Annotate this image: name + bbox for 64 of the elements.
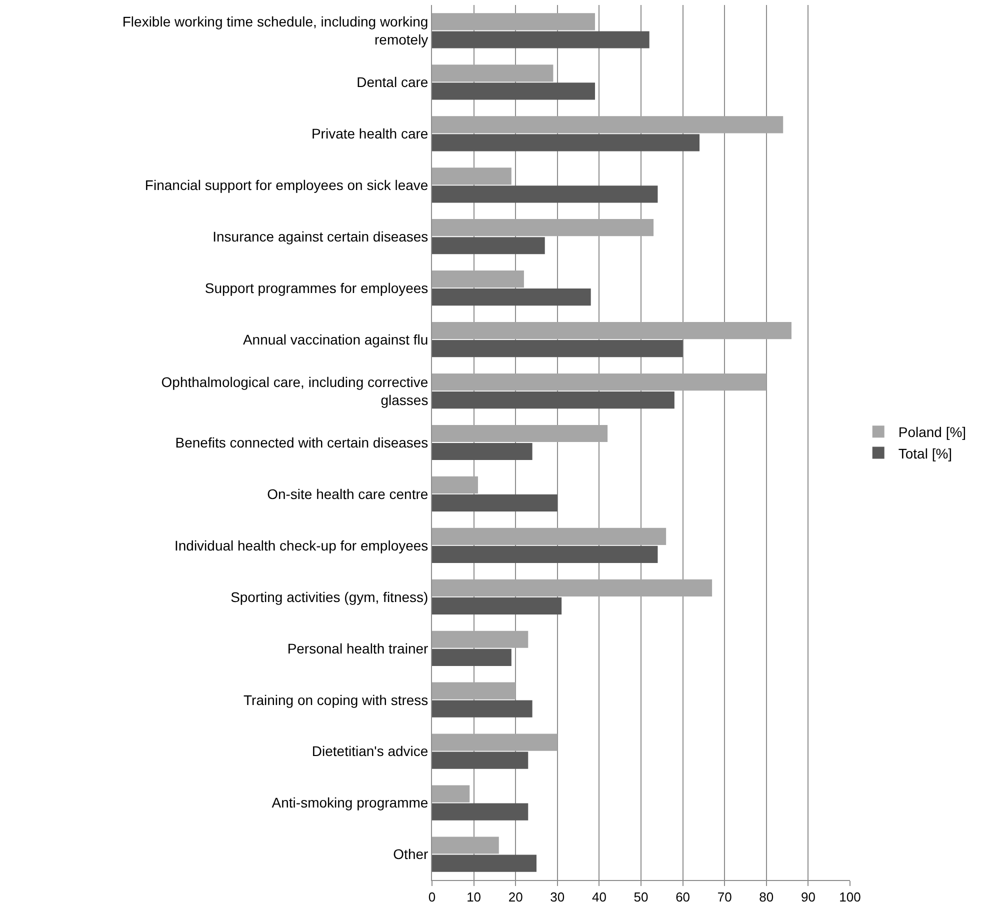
y-tick-label: Insurance against certain diseases [212, 228, 428, 245]
x-tick-label: 60 [676, 890, 690, 905]
bar [432, 682, 516, 700]
bar [432, 579, 712, 596]
legend-label: Poland [%] [898, 424, 966, 440]
bar [432, 546, 658, 564]
y-tick-label: Financial support for employees on sick leave [144, 177, 428, 194]
x-tick-label: 20 [508, 890, 523, 905]
bar [432, 734, 558, 751]
y-tick-label: Annual vaccination against flu [242, 331, 428, 348]
y-tick-label: Dietetitian's advice [312, 743, 428, 760]
bar [432, 528, 666, 545]
bar [432, 597, 562, 614]
y-tick-label: Flexible working time schedule, including working remotely [122, 14, 428, 48]
bar [432, 424, 608, 442]
bar [432, 700, 532, 718]
bar [432, 836, 499, 854]
bar [432, 752, 528, 769]
bar [432, 322, 792, 340]
bar [432, 476, 478, 494]
y-tick-label: Individual health check-up for employees [174, 537, 428, 554]
bar [432, 186, 658, 203]
x-tick-label: 40 [592, 890, 606, 905]
y-tick-label: Dental care [356, 74, 428, 90]
x-tick-label: 10 [466, 890, 482, 905]
bar [432, 785, 470, 802]
y-tick-label: Ophthalmological care, including corrective glasses [161, 374, 428, 408]
bar [432, 373, 766, 391]
x-tick-label: 80 [759, 890, 774, 905]
y-tick-label: Training on coping with stress [244, 692, 428, 708]
bar [432, 168, 512, 185]
bar [432, 134, 700, 152]
bar [432, 494, 558, 512]
bar [432, 270, 524, 288]
bar [432, 648, 512, 666]
y-tick-label: Sporting activities (gym, fitness) [230, 588, 428, 605]
bar [432, 288, 591, 306]
y-tick-label: Personal health trainer [287, 640, 429, 656]
legend-label: Total [%] [898, 445, 952, 462]
x-tick-label: 70 [717, 890, 732, 905]
bar [432, 391, 674, 409]
y-tick-label: Anti-smoking programme [272, 794, 428, 811]
y-tick-label: Benefits connected with certain diseases [175, 434, 428, 450]
bar [432, 219, 654, 236]
y-tick-label: On-site health care centre [267, 486, 428, 502]
bar [432, 630, 528, 648]
bar [432, 854, 536, 872]
bar [432, 237, 545, 254]
y-tick-label: Other [393, 846, 429, 862]
x-tick-label: 0 [428, 890, 436, 905]
bar [432, 64, 554, 82]
bar [432, 116, 784, 134]
x-tick-label: 90 [800, 890, 816, 905]
bar [432, 31, 650, 48]
y-tick-label: Private health care [311, 126, 428, 142]
bar [432, 442, 532, 460]
bar [432, 340, 683, 358]
x-tick-label: 100 [839, 890, 861, 905]
bar [432, 803, 528, 820]
y-tick-label: Support programmes for employees [204, 280, 428, 296]
bar [432, 82, 596, 100]
x-tick-label: 50 [634, 890, 648, 905]
bar [432, 13, 596, 30]
x-tick-label: 30 [550, 890, 565, 905]
